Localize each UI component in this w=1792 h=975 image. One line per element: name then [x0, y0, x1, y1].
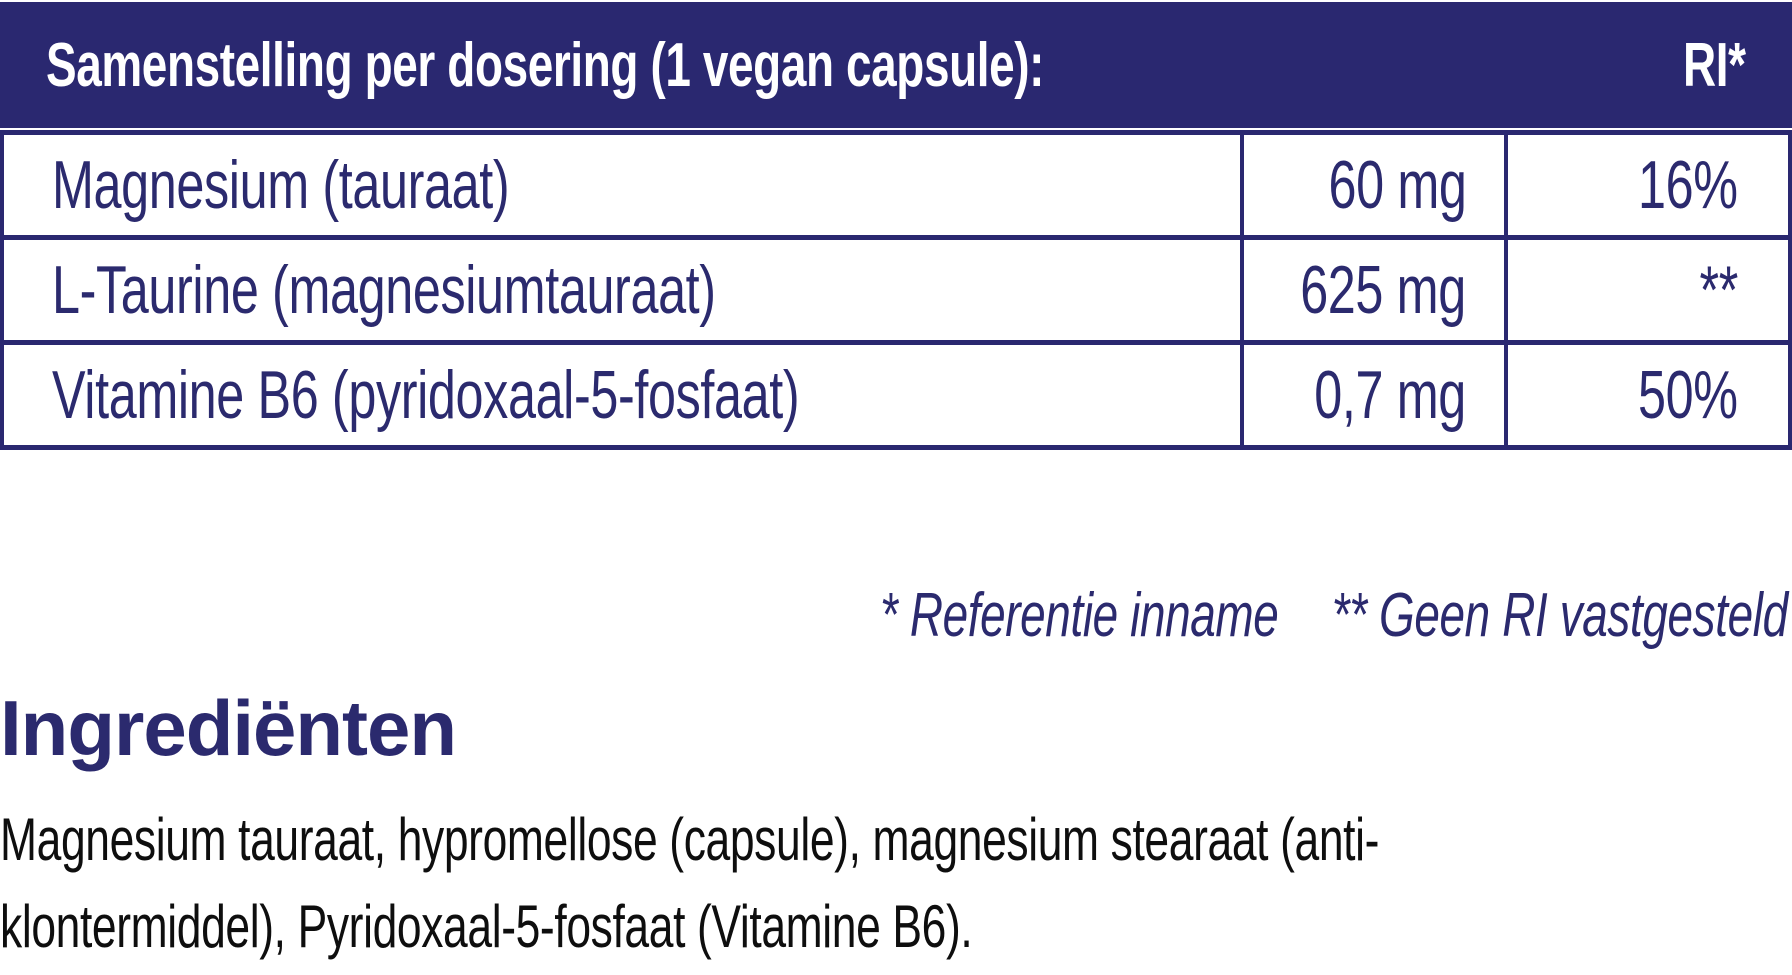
- ri-cell: 16%: [1504, 135, 1788, 235]
- ingredients-line: klontermiddel), Pyridoxaal-5-fosfaat (Vi…: [0, 892, 973, 960]
- amount-cell: 625 mg: [1240, 240, 1504, 340]
- composition-header-bar: Samenstelling per dosering (1 vegan caps…: [0, 2, 1792, 128]
- ingredient-name-cell: Magnesium (tauraat): [4, 135, 1240, 235]
- amount-value: 0,7 mg: [1314, 357, 1466, 433]
- ingredient-name: L-Taurine (magnesiumtauraat): [52, 252, 716, 328]
- amount-cell: 60 mg: [1240, 135, 1504, 235]
- table-row: Vitamine B6 (pyridoxaal-5-fosfaat) 0,7 m…: [4, 345, 1788, 445]
- no-ri-footnote: ** Geen RI vastgesteld: [1331, 581, 1788, 650]
- ri-cell: **: [1504, 240, 1788, 340]
- ri-value: 50%: [1638, 357, 1738, 433]
- composition-title-text: Samenstelling per dosering (1 vegan caps…: [46, 30, 1045, 100]
- table-row: Magnesium (tauraat) 60 mg 16%: [4, 135, 1788, 240]
- table-row: L-Taurine (magnesiumtauraat) 625 mg **: [4, 240, 1788, 345]
- ingredient-name: Vitamine B6 (pyridoxaal-5-fosfaat): [52, 357, 800, 433]
- amount-cell: 0,7 mg: [1240, 345, 1504, 445]
- ri-column-header: RI*: [1661, 30, 1746, 101]
- footnote-text: * Referentie inname ** Geen RI vastgestel…: [880, 581, 1788, 650]
- table-footnote: * Referentie inname ** Geen RI vastgestel…: [0, 581, 1792, 650]
- ingredients-paragraph: Magnesium tauraat, hypromellose (capsule…: [0, 796, 1792, 970]
- ri-cell: 50%: [1504, 345, 1788, 445]
- ingredients-line: Magnesium tauraat, hypromellose (capsule…: [0, 805, 1380, 873]
- ri-value: **: [1699, 252, 1739, 328]
- composition-table: Magnesium (tauraat) 60 mg 16% L-Taurine …: [0, 130, 1792, 450]
- ingredient-name: Magnesium (tauraat): [52, 147, 510, 223]
- ingredient-name-cell: L-Taurine (magnesiumtauraat): [4, 240, 1240, 340]
- ri-footnote: * Referentie inname: [880, 581, 1279, 650]
- ingredients-heading: Ingrediënten: [0, 684, 457, 773]
- ri-value: 16%: [1638, 147, 1738, 223]
- ri-column-header-text: RI*: [1683, 30, 1746, 100]
- amount-value: 60 mg: [1327, 147, 1466, 223]
- ingredient-name-cell: Vitamine B6 (pyridoxaal-5-fosfaat): [4, 345, 1240, 445]
- amount-value: 625 mg: [1300, 252, 1466, 328]
- composition-title: Samenstelling per dosering (1 vegan caps…: [46, 30, 1395, 101]
